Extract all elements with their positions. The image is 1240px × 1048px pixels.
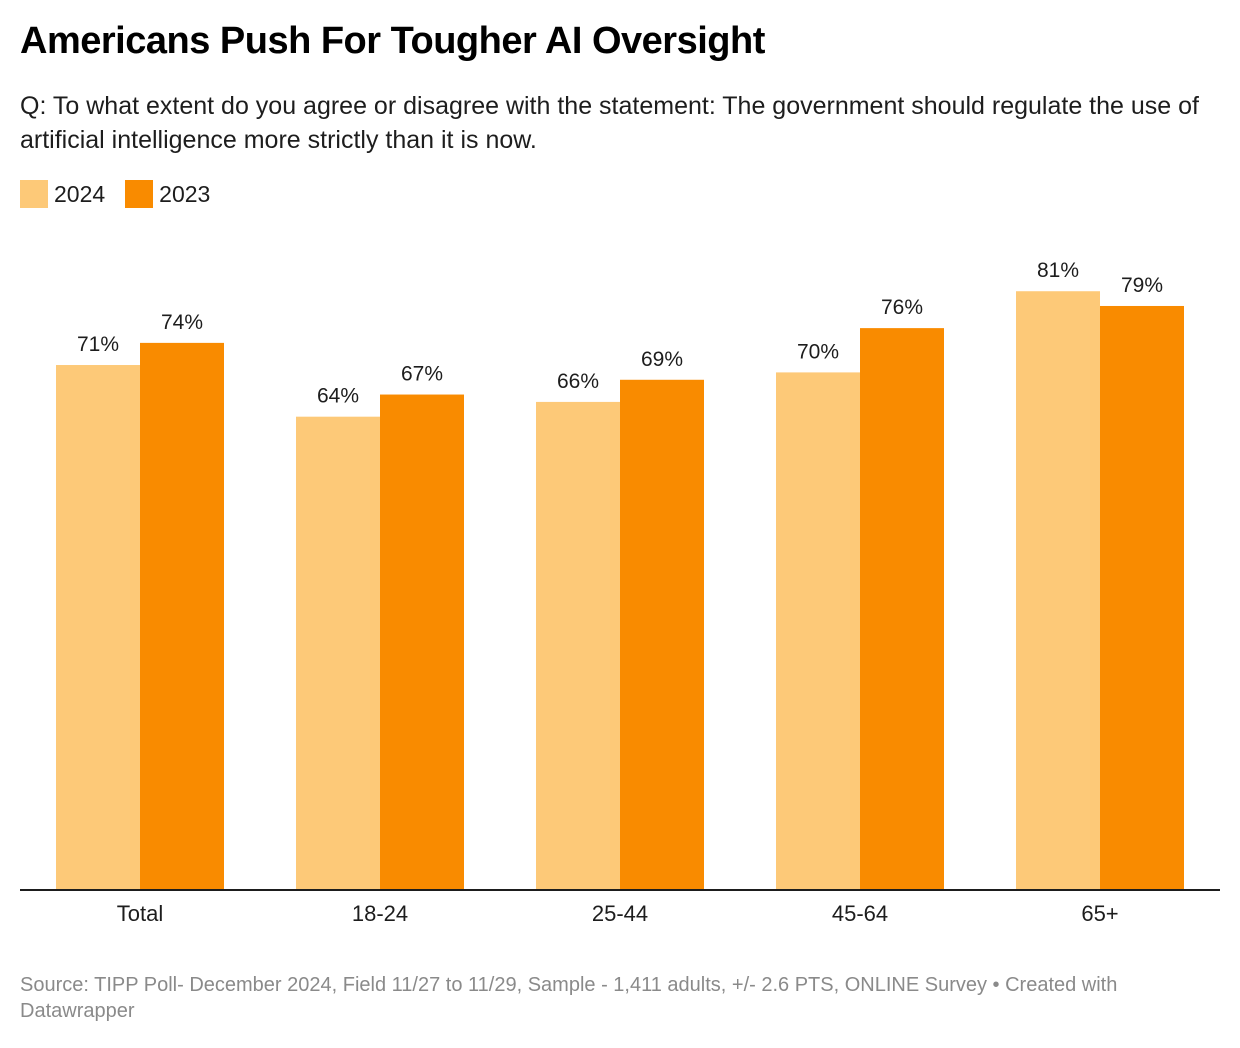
data-label-2024-18-24: 64%: [317, 385, 359, 408]
chart-title: Americans Push For Tougher AI Oversight: [20, 20, 765, 62]
x-tick-label-18-24: 18-24: [352, 901, 408, 926]
legend-label-2023: 2023: [159, 180, 211, 207]
data-label-2024-25-44: 66%: [557, 370, 599, 393]
x-tick-label-65+: 65+: [1081, 901, 1118, 926]
bar-2024-45-64: [776, 372, 860, 889]
bar-2024-65+: [1016, 291, 1100, 890]
legend-item-2023: 2023: [125, 180, 210, 208]
legend-swatch-2024: [20, 180, 48, 208]
data-label-2023-18-24: 67%: [401, 363, 443, 386]
x-tick-label-Total: Total: [117, 901, 163, 926]
bar-2023-65+: [1100, 305, 1184, 890]
bar-2024-18-24: [296, 416, 380, 889]
bar-2023-45-64: [860, 328, 944, 889]
bar-2023-18-24: [380, 394, 464, 889]
data-label-2023-65+: 79%: [1121, 274, 1163, 297]
legend-swatch-2023: [125, 180, 154, 208]
x-tick-label-45-64: 45-64: [832, 901, 888, 926]
chart-subtitle: Q: To what extent do you agree or disagr…: [20, 92, 1199, 154]
bar-2023-25-44: [620, 379, 704, 889]
legend: 2024 2023: [20, 180, 230, 208]
bar-2024-Total: [56, 365, 140, 889]
data-label-2023-25-44: 69%: [641, 348, 683, 371]
data-label-2023-45-64: 76%: [881, 296, 923, 319]
legend-label-2024: 2024: [54, 180, 106, 207]
x-tick-label-25-44: 25-44: [592, 901, 648, 926]
data-label-2024-65+: 81%: [1037, 259, 1079, 282]
data-label-2024-45-64: 70%: [797, 340, 839, 363]
bar-chart: 71% 74% Total 64% 67% 18-24 66% 69% 25-44 70% 76% 4…: [20, 259, 1220, 926]
source-footer: Source: TIPP Poll- December 2024, Field …: [20, 974, 1118, 1022]
data-label-2024-Total: 71%: [77, 333, 119, 356]
bar-2024-25-44: [536, 401, 620, 889]
bar-2023-Total: [140, 342, 224, 889]
legend-item-2024: 2024: [20, 180, 105, 208]
data-label-2023-Total: 74%: [161, 311, 203, 334]
